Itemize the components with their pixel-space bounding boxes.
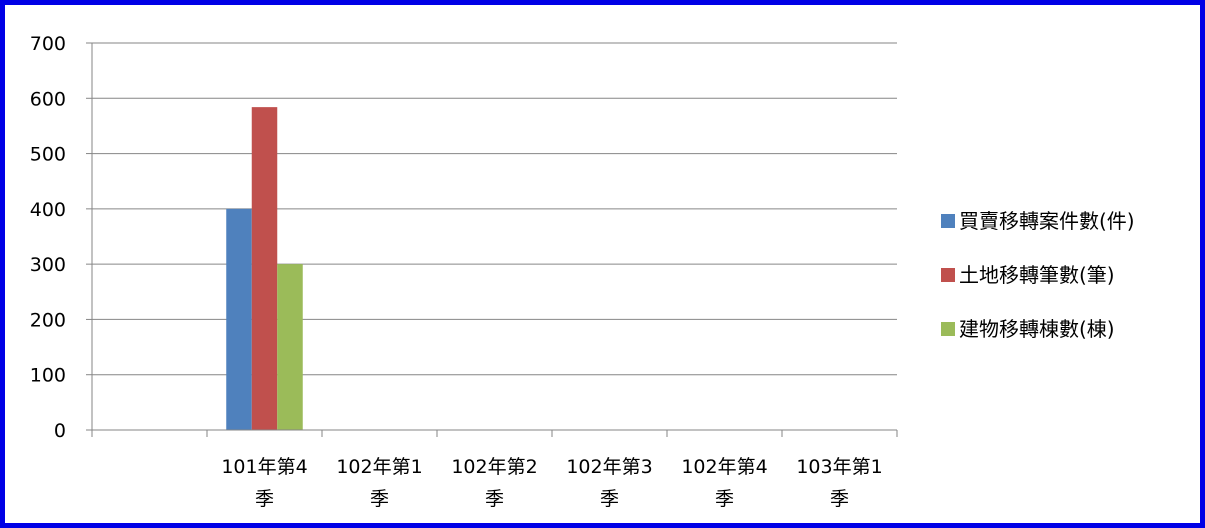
y-tick-label: 600 — [30, 88, 66, 110]
legend-swatch — [941, 322, 955, 336]
legend-swatch — [941, 268, 955, 282]
bar-chart: 0 100 200 300 400 500 600 700 101年第4 季 102年第1 季 102年… — [30, 33, 1135, 510]
tick-labels: 0 100 200 300 400 500 600 700 101年第4 季 102年第1 季 102年… — [30, 33, 883, 510]
bars — [226, 107, 303, 430]
axes — [86, 42, 898, 437]
x-tick-label: 103年第1 — [796, 456, 882, 478]
bar — [277, 264, 303, 430]
legend-swatch — [941, 214, 955, 228]
x-tick-label: 季 — [830, 488, 849, 510]
x-tick-label: 季 — [715, 488, 734, 510]
y-tick-label: 200 — [30, 309, 66, 331]
x-tick-label: 102年第1 — [336, 456, 422, 478]
y-tick-label: 300 — [30, 254, 66, 276]
gridlines — [92, 42, 897, 376]
bar — [251, 107, 278, 430]
x-tick-label: 季 — [370, 488, 389, 510]
legend-label: 建物移轉棟數(棟) — [959, 317, 1115, 341]
y-tick-label: 100 — [30, 365, 66, 387]
legend: 買賣移轉案件數(件) 土地移轉筆數(筆) 建物移轉棟數(棟) — [941, 209, 1135, 341]
x-tick-label: 季 — [485, 488, 504, 510]
x-tick-label: 季 — [255, 488, 274, 510]
x-tick-label: 102年第4 — [681, 456, 767, 478]
x-tick-label: 季 — [600, 488, 619, 510]
y-tick-label: 400 — [30, 199, 66, 221]
x-tick-label: 102年第3 — [566, 456, 652, 478]
y-tick-label: 0 — [54, 420, 66, 442]
y-tick-label: 500 — [30, 144, 66, 166]
y-tick-label: 700 — [30, 33, 66, 55]
x-tick-label: 101年第4 — [221, 456, 307, 478]
x-tick-label: 102年第2 — [451, 456, 537, 478]
legend-label: 買賣移轉案件數(件) — [959, 209, 1135, 233]
bar — [226, 208, 252, 430]
legend-label: 土地移轉筆數(筆) — [959, 263, 1115, 287]
